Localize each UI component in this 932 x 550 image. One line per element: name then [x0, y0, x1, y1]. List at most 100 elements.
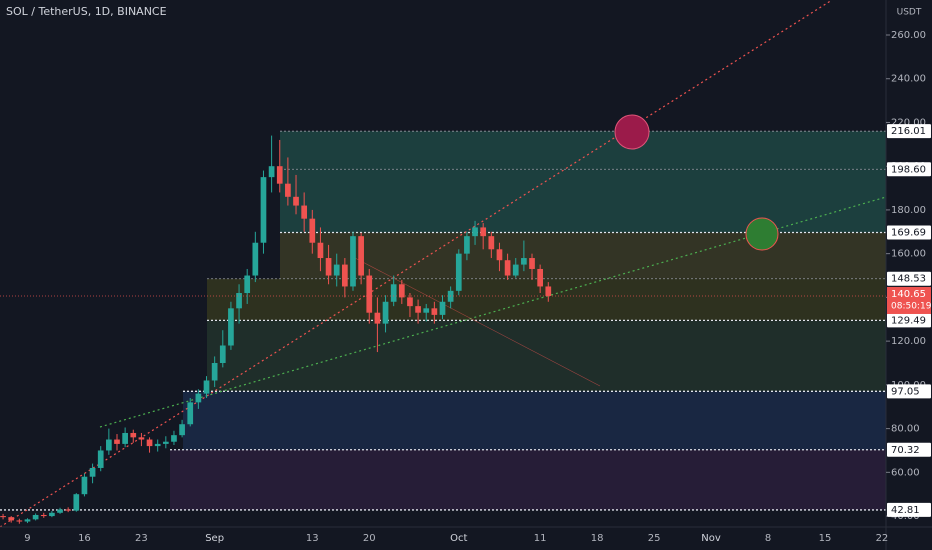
y-tick-label: 160.00 — [891, 249, 926, 260]
plot — [0, 0, 887, 528]
candle-body — [423, 308, 430, 313]
candle-body — [350, 236, 356, 287]
candle-body — [114, 439, 120, 444]
zone — [207, 320, 886, 392]
candle-body — [162, 441, 169, 444]
y-tick-label: 220.00 — [891, 117, 926, 128]
x-tick-label: 16 — [78, 533, 91, 544]
candle-body — [219, 345, 226, 363]
candle-body — [529, 258, 535, 269]
trend-line — [0, 0, 833, 528]
level-label: 70.32 — [891, 445, 920, 456]
candle-body — [301, 205, 308, 219]
level-label: 198.60 — [891, 164, 926, 175]
candle-body — [472, 227, 478, 237]
countdown: 08:50:19 — [891, 301, 932, 311]
candle-body — [276, 166, 283, 184]
candle-body — [260, 177, 267, 243]
candle-body — [236, 293, 242, 309]
candle-body — [309, 218, 316, 243]
candle-body — [0, 516, 6, 518]
candle-body — [106, 439, 112, 451]
candle-body — [211, 362, 218, 381]
x-tick-label: 15 — [819, 533, 832, 544]
x-tick-label: 23 — [135, 533, 148, 544]
candle-body — [512, 264, 519, 276]
zone — [170, 449, 886, 510]
candle-body — [122, 432, 128, 444]
x-tick-label: Sep — [205, 533, 224, 544]
y-tick-label: 180.00 — [891, 205, 926, 216]
candle-body — [268, 166, 275, 178]
x-tick-label: 18 — [591, 533, 604, 544]
candle-body — [366, 275, 373, 313]
zone — [280, 131, 886, 170]
level-label-box — [887, 162, 931, 177]
candle-body — [57, 509, 63, 513]
marker-circle — [614, 114, 650, 150]
candle-body — [89, 467, 96, 477]
candle-body — [179, 424, 185, 436]
candle-body — [521, 258, 527, 265]
x-tick-label: Nov — [701, 533, 721, 544]
level-label: 97.05 — [891, 386, 920, 397]
chart-title: SOL / TetherUS, 1D, BINANCE — [6, 5, 167, 18]
candle-body — [49, 512, 55, 517]
zone — [183, 391, 886, 450]
candle-body — [40, 514, 47, 517]
candle-body — [407, 297, 413, 307]
x-tick-label: Oct — [450, 533, 467, 544]
candle-body — [154, 443, 161, 447]
candle-body — [203, 380, 210, 394]
last-price-label: 140.65 — [891, 289, 926, 300]
candle-body — [545, 286, 552, 296]
marker-circle — [745, 217, 779, 251]
candle-body — [325, 258, 332, 276]
candle-body — [317, 242, 324, 259]
candle-body — [32, 514, 39, 520]
candle-body — [415, 306, 421, 313]
candle-body — [504, 260, 511, 276]
last-price-box — [887, 286, 931, 314]
level-label: 148.53 — [891, 274, 926, 285]
candle-body — [342, 264, 348, 287]
candle-body — [228, 308, 234, 346]
candle-body — [171, 435, 177, 442]
candle-body — [73, 494, 80, 511]
zones — [170, 131, 886, 510]
x-tick-label: 9 — [24, 533, 30, 544]
level-label-box — [887, 313, 931, 328]
x-tick-label: 8 — [765, 533, 771, 544]
level-label: 129.49 — [891, 315, 926, 326]
candle-body — [398, 284, 405, 298]
zone — [280, 232, 886, 279]
candle-body — [81, 476, 88, 495]
y-tick-label: 80.00 — [891, 424, 920, 435]
price-axis: 40.0060.0080.00100.00120.00140.00160.001… — [886, 30, 932, 522]
candle-body — [293, 196, 299, 206]
candle-body — [65, 509, 72, 511]
candle-body — [195, 393, 202, 403]
candle-body — [187, 402, 194, 425]
candle-body — [130, 432, 137, 438]
candle-body — [358, 236, 364, 276]
candle-body — [537, 268, 543, 287]
level-label-box — [887, 502, 931, 517]
candle-body — [146, 439, 153, 447]
level-label-box — [887, 384, 931, 399]
x-tick-label: 13 — [306, 533, 319, 544]
candle-body — [464, 236, 470, 254]
zone — [207, 278, 886, 321]
candle-body — [97, 450, 104, 468]
candle-body — [439, 301, 446, 315]
candle-body — [138, 437, 145, 440]
candle-body — [431, 308, 438, 315]
candle-body — [496, 249, 503, 261]
candle-body — [333, 264, 340, 276]
level-label-box — [887, 271, 931, 286]
candle-body — [488, 236, 495, 250]
candle-body — [390, 284, 397, 302]
candle-body — [285, 183, 291, 197]
